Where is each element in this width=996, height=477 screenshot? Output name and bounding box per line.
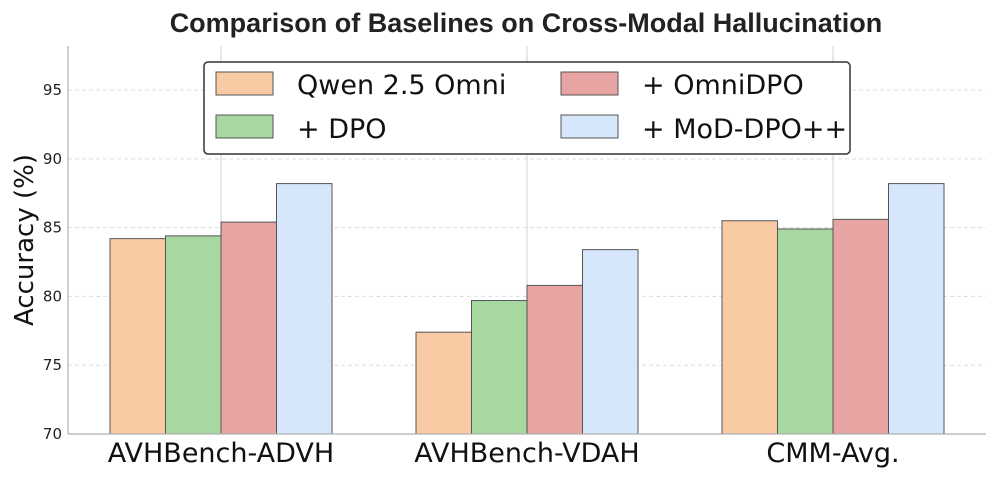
legend-swatch: [215, 114, 274, 139]
y-tick-label: 75: [43, 356, 62, 374]
legend-box: [203, 61, 851, 155]
bar: [721, 220, 778, 435]
legend-label: + DPO: [297, 114, 387, 145]
bar: [415, 331, 472, 435]
y-tick-label: 85: [43, 219, 62, 237]
legend-swatch: [215, 71, 274, 96]
bar: [832, 218, 889, 435]
legend-swatch: [560, 71, 619, 96]
legend-label: + OmniDPO: [642, 70, 804, 101]
axes: [67, 46, 986, 435]
legend-swatch: [560, 114, 619, 139]
chart-title: Comparison of Baselines on Cross-Modal H…: [170, 8, 883, 38]
y-tick-label: 90: [43, 150, 62, 168]
x-tick-label: AVHBench-VDAH: [414, 438, 639, 469]
y-axis-label: Accuracy (%): [10, 154, 40, 326]
legend-label: + MoD-DPO++: [642, 114, 847, 145]
y-tick-label: 95: [43, 81, 62, 99]
bar: [109, 238, 166, 435]
legend-label: Qwen 2.5 Omni: [297, 70, 506, 101]
bar: [582, 249, 639, 435]
x-tick-label: AVHBench-ADVH: [108, 438, 334, 469]
bars: [109, 183, 945, 435]
bar: [276, 183, 333, 435]
bar: [165, 235, 222, 435]
bar: [220, 221, 277, 435]
y-tick-label: 80: [43, 287, 62, 305]
tick-labels: 70 75 80 85 90 95 AVHBench-ADVH AVHBench-VDAH CM…: [43, 81, 900, 469]
bar: [888, 183, 945, 435]
legend: Qwen 2.5 Omni + DPO + OmniDPO + MoD-DPO++: [203, 61, 851, 155]
bar: [526, 284, 583, 435]
y-tick-label: 70: [43, 425, 62, 443]
bar: [777, 228, 834, 435]
bar: [471, 300, 528, 435]
x-tick-label: CMM-Avg.: [766, 438, 899, 469]
